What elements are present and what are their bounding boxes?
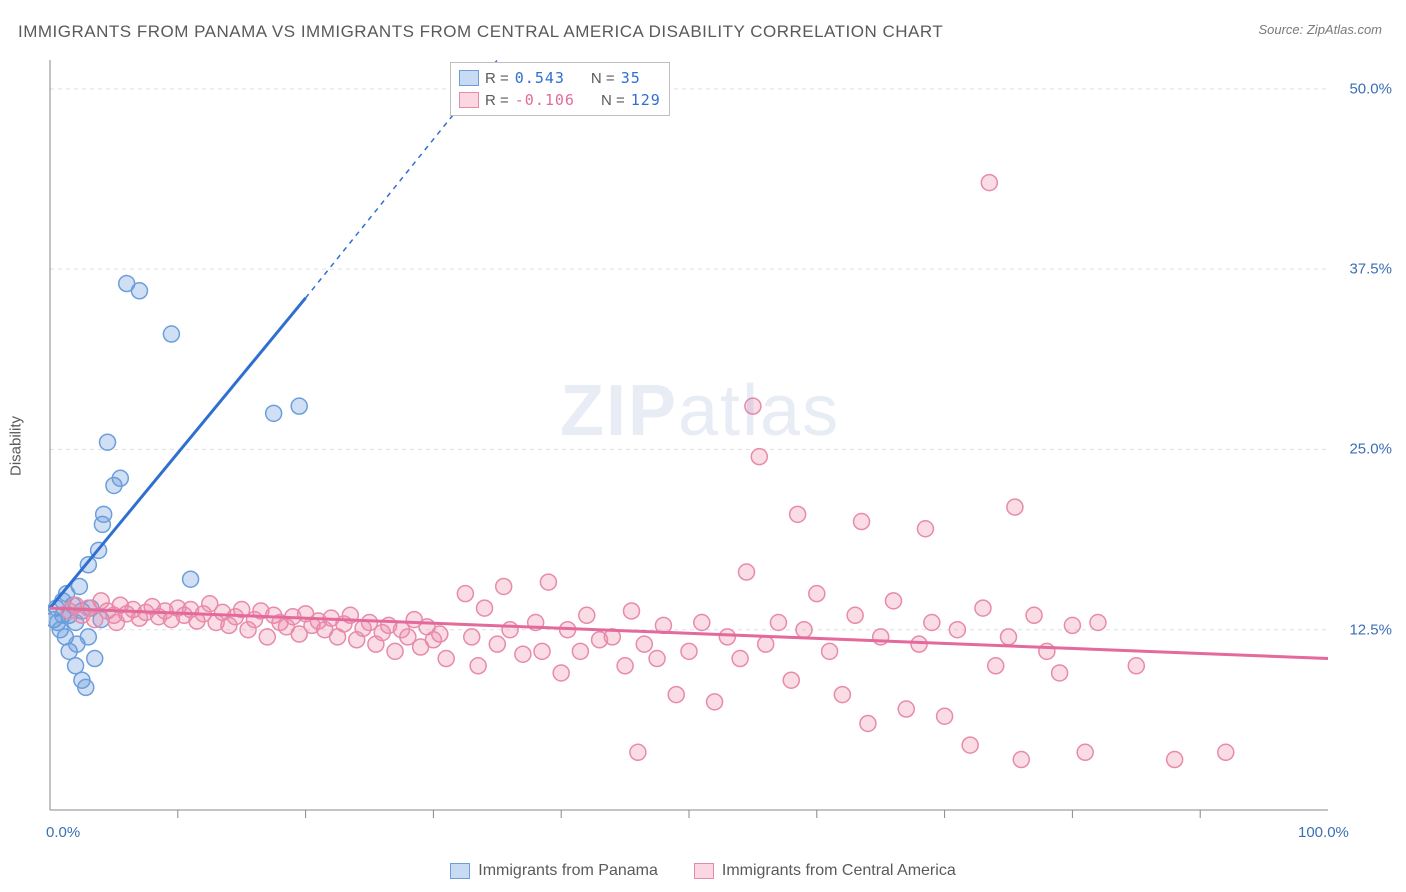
plot-area (48, 60, 1368, 830)
source-label: Source: ZipAtlas.com (1258, 22, 1382, 37)
n-value-1: 35 (621, 69, 641, 87)
n-label-2: N = (601, 92, 625, 109)
y-tick-label: 37.5% (1349, 261, 1392, 278)
stats-row-1: R = 0.543 N = 35 (459, 67, 661, 89)
n-value-2: 129 (631, 91, 661, 109)
y-axis-label: Disability (8, 416, 25, 476)
swatch-2 (459, 92, 479, 108)
scatter-chart (48, 60, 1368, 830)
x-min-label: 0.0% (46, 824, 80, 841)
r-label-1: R = (485, 70, 509, 87)
legend-label-2: Immigrants from Central America (722, 862, 956, 880)
swatch-1 (459, 70, 479, 86)
legend-item-2: Immigrants from Central America (694, 862, 956, 880)
y-tick-label: 25.0% (1349, 441, 1392, 458)
stats-row-2: R = -0.106 N = 129 (459, 89, 661, 111)
legend-item-1: Immigrants from Panama (450, 862, 658, 880)
stats-box: R = 0.543 N = 35 R = -0.106 N = 129 (450, 62, 670, 116)
chart-title: IMMIGRANTS FROM PANAMA VS IMMIGRANTS FRO… (18, 22, 943, 42)
x-max-label: 100.0% (1298, 824, 1349, 841)
r-value-1: 0.543 (515, 69, 565, 87)
y-tick-label: 50.0% (1349, 80, 1392, 97)
r-value-2: -0.106 (515, 91, 575, 109)
n-label-1: N = (591, 70, 615, 87)
legend: Immigrants from Panama Immigrants from C… (0, 862, 1406, 880)
r-label-2: R = (485, 92, 509, 109)
y-tick-label: 12.5% (1349, 621, 1392, 638)
legend-swatch-1 (450, 863, 470, 879)
legend-swatch-2 (694, 863, 714, 879)
legend-label-1: Immigrants from Panama (478, 862, 658, 880)
